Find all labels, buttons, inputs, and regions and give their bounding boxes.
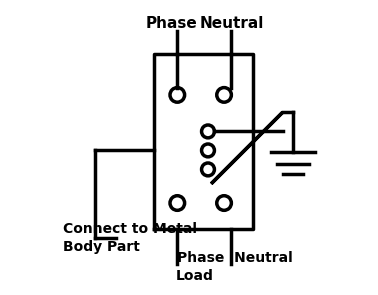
Text: Neutral: Neutral xyxy=(199,16,263,31)
Text: Phase  Neutral: Phase Neutral xyxy=(177,251,293,265)
Text: Body Part: Body Part xyxy=(64,240,140,253)
Text: Phase: Phase xyxy=(146,16,197,31)
Text: Load: Load xyxy=(176,269,214,283)
Text: Connect to Metal: Connect to Metal xyxy=(64,222,197,236)
